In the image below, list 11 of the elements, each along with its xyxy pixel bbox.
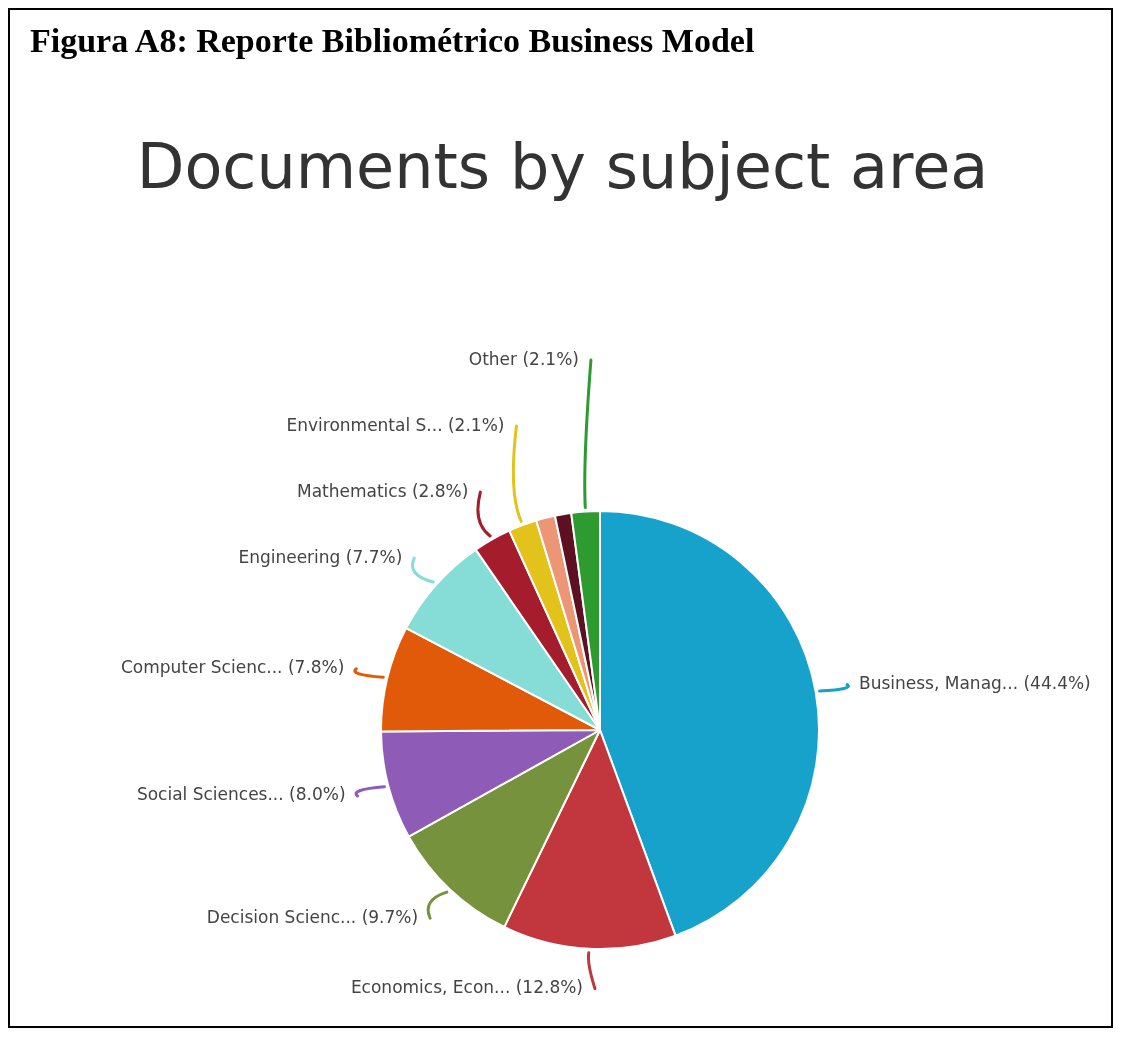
slice-label: Environmental S... (2.1%) (286, 414, 505, 435)
chart-subtitle: Documents by subject area (135, 130, 990, 203)
chart-title: Figura A8: Reporte Bibliométrico Business Model (30, 22, 755, 60)
slice-label: Other (2.1%) (468, 348, 579, 369)
slice-label: Economics, Econ... (12.8%) (350, 977, 583, 998)
slice-label: Mathematics (2.8%) (296, 480, 469, 501)
slice-label: Engineering (7.7%) (238, 546, 403, 567)
slice-label: Business, Manag... (44.4%) (859, 673, 1091, 694)
slice-label: Decision Scienc... (9.7%) (206, 906, 419, 927)
slice-label: Social Sciences... (8.0%) (136, 784, 346, 805)
slice-label: Computer Scienc... (7.8%) (120, 657, 345, 678)
